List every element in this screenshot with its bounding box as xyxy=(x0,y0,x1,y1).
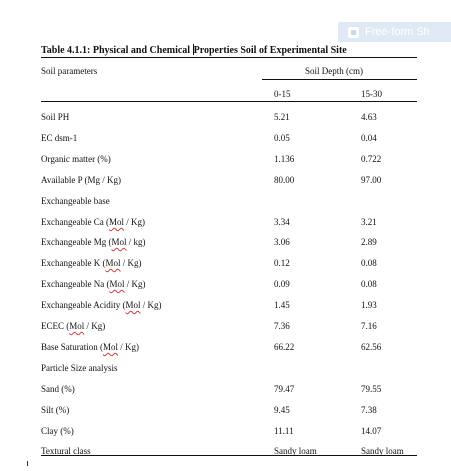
cell-depth-15-30: 2.89 xyxy=(361,237,377,247)
cell-depth-0-15: 66.22 xyxy=(274,342,295,352)
spelling-flag[interactable]: Mol xyxy=(105,258,121,268)
table-row: Textural class Sandy loam Sandy loam xyxy=(41,446,417,458)
table-row: Exchangeable K (Mol / Kg) 0.12 0.08 xyxy=(41,258,417,270)
caption-part-2: Properties Soil of Experimental Site xyxy=(193,45,347,56)
spelling-flag[interactable]: Mol xyxy=(125,300,141,310)
table-row: Exchangeable Ca (Mol / Kg) 3.34 3.21 xyxy=(41,217,417,229)
cell-depth-15-30: 14.07 xyxy=(361,426,382,436)
table-row: ECEC (Mol / Kg) 7.36 7.16 xyxy=(41,321,417,333)
cell-depth-15-30: 62.56 xyxy=(361,342,382,352)
cell-depth-0-15: 9.45 xyxy=(274,405,290,415)
shape-icon xyxy=(348,26,359,38)
depth-header-rule xyxy=(262,79,417,80)
spelling-flag[interactable]: Mol xyxy=(103,342,119,352)
cell-depth-15-30: 7.16 xyxy=(361,321,377,331)
row-label: Available P (Mg / Kg) xyxy=(41,175,121,185)
spelling-flag[interactable]: Mol xyxy=(111,237,127,247)
table-row: Exchangeable base xyxy=(41,196,417,208)
table-bottom-rule xyxy=(41,455,417,456)
cell-depth-15-30: 1.93 xyxy=(361,300,377,310)
cell-depth-0-15: 0.09 xyxy=(274,279,290,289)
cell-depth-0-15: Sandy loam xyxy=(274,446,317,456)
cell-depth-0-15: 3.06 xyxy=(274,237,290,247)
cell-depth-0-15: 80.00 xyxy=(274,175,295,185)
free-form-shape-tooltip[interactable]: Free-form Sh xyxy=(338,22,451,42)
row-label: EC dsm-1 xyxy=(41,133,78,143)
row-label: Exchangeable Ca (Mol / Kg) xyxy=(41,217,145,227)
row-label: Sand (%) xyxy=(41,384,75,394)
cell-depth-15-30: 79.55 xyxy=(361,384,382,394)
row-label: ECEC (Mol / Kg) xyxy=(41,321,106,331)
table-row: Soil PH 5.21 4.63 xyxy=(41,112,417,124)
cell-depth-0-15: 0.12 xyxy=(274,258,290,268)
header-soil-parameters: Soil parameters xyxy=(41,66,98,76)
row-label: Exchangeable Mg (Mol / kg) xyxy=(41,237,146,247)
cell-depth-15-30: 4.63 xyxy=(361,112,377,122)
table-row: Base Saturation (Mol / Kg) 66.22 62.56 xyxy=(41,342,417,354)
table-row: Exchangeable Mg (Mol / kg) 3.06 2.89 xyxy=(41,237,417,249)
row-label: Textural class xyxy=(41,446,91,456)
row-label: Exchangeable base xyxy=(41,196,110,206)
table-row: EC dsm-1 0.05 0.04 xyxy=(41,133,417,145)
cell-depth-15-30: 97.00 xyxy=(361,175,382,185)
row-label: Silt (%) xyxy=(41,405,70,415)
table-top-rule xyxy=(41,57,417,58)
row-label: Exchangeable Acidity (Mol / Kg) xyxy=(41,300,162,310)
row-label: Base Saturation (Mol / Kg) xyxy=(41,342,140,352)
table-row: Exchangeable Na (Mol / Kg) 0.09 0.08 xyxy=(41,279,417,291)
table-row: Particle Size analysis xyxy=(41,363,417,375)
table-row: Sand (%) 79.47 79.55 xyxy=(41,384,417,396)
cell-depth-0-15: 5.21 xyxy=(274,112,290,122)
row-label: Exchangeable K (Mol / Kg) xyxy=(41,258,142,268)
spelling-flag[interactable]: Mol xyxy=(108,217,124,227)
cell-depth-15-30: 0.04 xyxy=(361,133,377,143)
cell-depth-0-15: 0.05 xyxy=(274,133,290,143)
cell-depth-0-15: 1.136 xyxy=(274,154,295,164)
page-edge-mark xyxy=(27,461,28,466)
cell-depth-0-15: 11.11 xyxy=(274,426,294,436)
cell-depth-15-30: 3.21 xyxy=(361,217,377,227)
spelling-flag[interactable]: Mol xyxy=(69,321,85,331)
row-label: Organic matter (%) xyxy=(41,154,111,164)
shape-label: Free-form Sh xyxy=(365,26,430,38)
cell-depth-0-15: 1.45 xyxy=(274,300,290,310)
cell-depth-15-30: 0.08 xyxy=(361,279,377,289)
cell-depth-15-30: 0.722 xyxy=(361,154,382,164)
table-row: Silt (%) 9.45 7.38 xyxy=(41,405,417,417)
caption-part-1: Table 4.1.1: Physical and Chemical xyxy=(41,45,193,56)
table-header-rule xyxy=(41,101,417,102)
table-row: Available P (Mg / Kg) 80.00 97.00 xyxy=(41,175,417,187)
header-depth-0-15: 0-15 xyxy=(274,89,291,99)
cell-depth-0-15: 79.47 xyxy=(274,384,295,394)
row-label: Soil PH xyxy=(41,112,70,122)
cell-depth-15-30: Sandy loam xyxy=(361,446,404,456)
row-label: Particle Size analysis xyxy=(41,363,118,373)
cell-depth-0-15: 7.36 xyxy=(274,321,290,331)
table-row: Clay (%) 11.11 14.07 xyxy=(41,426,417,438)
spelling-flag[interactable]: Mol xyxy=(109,279,125,289)
row-label: Exchangeable Na (Mol / Kg) xyxy=(41,279,146,289)
row-label: Clay (%) xyxy=(41,426,74,436)
cell-depth-15-30: 7.38 xyxy=(361,405,377,415)
table-row: Exchangeable Acidity (Mol / Kg) 1.45 1.93 xyxy=(41,300,417,312)
text-cursor xyxy=(192,44,194,55)
cell-depth-15-30: 0.08 xyxy=(361,258,377,268)
cell-depth-0-15: 3.34 xyxy=(274,217,290,227)
table-caption: Table 4.1.1: Physical and Chemical Prope… xyxy=(41,44,347,56)
header-depth-15-30: 15-30 xyxy=(361,89,382,99)
table-row: Organic matter (%) 1.136 0.722 xyxy=(41,154,417,166)
header-soil-depth: Soil Depth (cm) xyxy=(305,66,363,76)
